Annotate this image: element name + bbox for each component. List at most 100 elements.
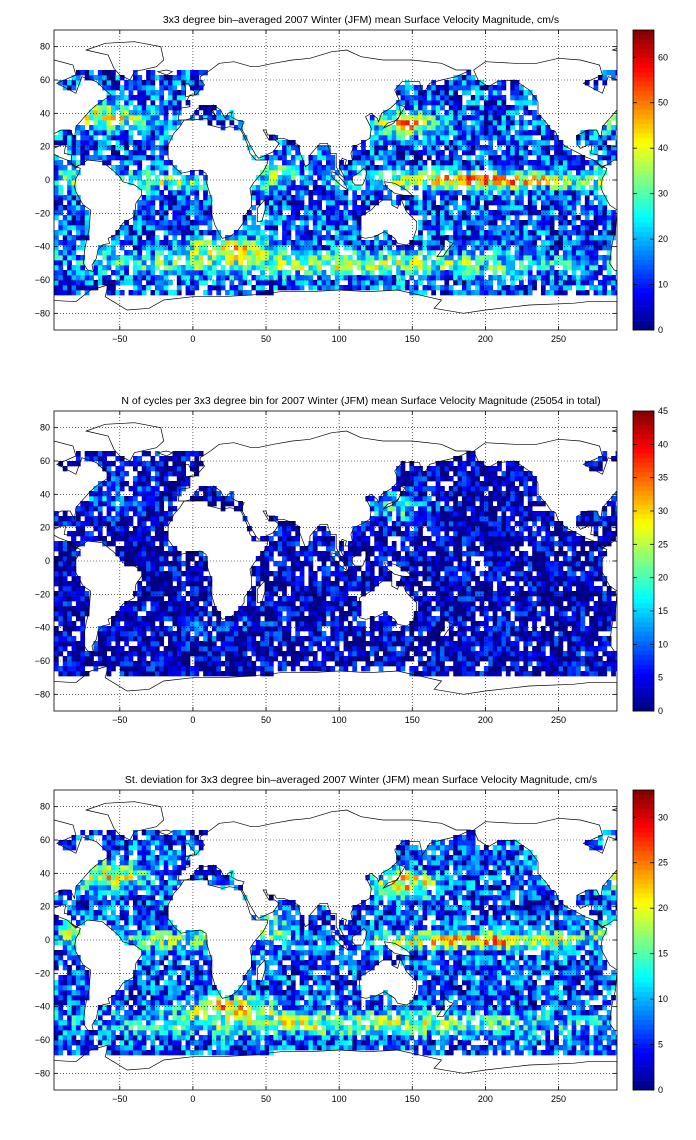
heatmap-cell bbox=[80, 671, 86, 677]
heatmap-cell bbox=[558, 671, 564, 677]
heatmap-cell bbox=[606, 135, 612, 141]
heatmap-cell bbox=[444, 215, 450, 221]
heatmap-cell bbox=[453, 220, 458, 226]
heatmap-cell bbox=[154, 190, 160, 196]
heatmap-cell bbox=[54, 275, 59, 281]
heatmap-cell bbox=[532, 100, 537, 106]
heatmap-cell bbox=[75, 260, 81, 266]
heatmap-cell bbox=[483, 641, 489, 647]
heatmap-cell bbox=[361, 656, 366, 662]
heatmap-cell bbox=[154, 641, 160, 647]
heatmap-cell bbox=[339, 631, 344, 637]
heatmap-cell bbox=[589, 656, 594, 662]
heatmap-cell bbox=[255, 641, 261, 647]
heatmap-cell bbox=[418, 671, 423, 677]
heatmap-cell bbox=[562, 656, 568, 662]
heatmap-cell bbox=[519, 170, 524, 176]
heatmap-cell bbox=[207, 210, 213, 216]
heatmap-cell bbox=[584, 230, 590, 236]
heatmap-cell bbox=[589, 636, 594, 642]
heatmap-cell bbox=[501, 115, 507, 121]
heatmap-cell bbox=[141, 245, 147, 251]
heatmap-cell bbox=[264, 661, 270, 667]
heatmap-cell bbox=[519, 125, 524, 131]
heatmap-cell bbox=[396, 636, 401, 642]
heatmap-cell bbox=[580, 230, 586, 236]
heatmap-cell bbox=[470, 626, 476, 632]
heatmap-cell bbox=[132, 280, 138, 286]
heatmap-cell bbox=[461, 646, 467, 652]
heatmap-cell bbox=[567, 190, 573, 196]
heatmap-cell bbox=[168, 616, 173, 622]
heatmap-cell bbox=[268, 646, 274, 652]
heatmap-cell bbox=[387, 636, 393, 642]
heatmap-cell bbox=[505, 646, 511, 652]
heatmap-cell bbox=[475, 235, 480, 241]
heatmap-cell bbox=[251, 230, 257, 236]
heatmap-cell bbox=[488, 125, 494, 131]
heatmap-cell bbox=[387, 155, 393, 161]
heatmap-cell bbox=[418, 230, 423, 236]
heatmap-cell bbox=[483, 666, 489, 672]
heatmap-cell bbox=[159, 200, 165, 206]
heatmap-cell bbox=[383, 145, 388, 151]
heatmap-cell bbox=[527, 200, 533, 206]
heatmap-cell bbox=[251, 255, 257, 261]
heatmap-cell bbox=[299, 235, 305, 241]
heatmap-cell bbox=[431, 145, 437, 151]
heatmap-cell bbox=[211, 646, 217, 652]
heatmap-cell bbox=[321, 175, 327, 181]
heatmap-cell bbox=[470, 631, 476, 637]
heatmap-cell bbox=[584, 641, 590, 647]
heatmap-cell bbox=[146, 255, 151, 261]
heatmap-cell bbox=[317, 245, 322, 251]
heatmap-cell bbox=[54, 290, 59, 296]
heatmap-cell bbox=[448, 120, 454, 126]
heatmap-cell bbox=[238, 671, 243, 677]
heatmap-cell bbox=[492, 180, 498, 186]
heatmap-cell bbox=[387, 135, 393, 141]
heatmap-cell bbox=[132, 225, 138, 231]
heatmap-cell bbox=[58, 280, 64, 286]
x-tick-label: 200 bbox=[478, 334, 493, 344]
heatmap-cell bbox=[163, 175, 169, 181]
heatmap-cell bbox=[238, 235, 243, 241]
heatmap-cell bbox=[150, 225, 156, 231]
heatmap-cell bbox=[97, 110, 103, 116]
heatmap-cell bbox=[440, 245, 445, 251]
heatmap-cell bbox=[299, 215, 305, 221]
heatmap-cell bbox=[247, 666, 252, 672]
heatmap-cell bbox=[343, 180, 349, 186]
heatmap-cell bbox=[505, 250, 511, 256]
heatmap-cell bbox=[576, 190, 581, 196]
heatmap-cell bbox=[597, 646, 603, 652]
heatmap-cell bbox=[444, 641, 450, 647]
heatmap-cell bbox=[97, 646, 103, 652]
heatmap-cell bbox=[444, 80, 450, 86]
heatmap-cell bbox=[339, 621, 344, 627]
heatmap-cell bbox=[146, 170, 151, 176]
heatmap-cell bbox=[312, 641, 318, 647]
heatmap-cell bbox=[519, 225, 524, 231]
heatmap-cell bbox=[325, 215, 331, 221]
heatmap-cell bbox=[132, 275, 138, 281]
heatmap-cell bbox=[519, 245, 524, 251]
heatmap-cell bbox=[418, 290, 423, 296]
heatmap-cell bbox=[584, 270, 590, 276]
heatmap-cell bbox=[584, 671, 590, 677]
heatmap-cell bbox=[317, 185, 322, 191]
heatmap-cell bbox=[80, 651, 86, 657]
heatmap-cell bbox=[207, 250, 213, 256]
heatmap-cell bbox=[488, 100, 494, 106]
heatmap-cell bbox=[255, 656, 261, 662]
heatmap-cell bbox=[84, 656, 90, 662]
heatmap-cell bbox=[466, 641, 472, 647]
heatmap-cell bbox=[505, 120, 511, 126]
heatmap-cell bbox=[198, 260, 204, 266]
heatmap-cell bbox=[273, 185, 279, 191]
heatmap-cell bbox=[576, 626, 581, 632]
heatmap-cell bbox=[268, 160, 274, 166]
heatmap-cell bbox=[317, 275, 322, 281]
heatmap-cell bbox=[84, 230, 90, 236]
heatmap-cell bbox=[470, 185, 476, 191]
